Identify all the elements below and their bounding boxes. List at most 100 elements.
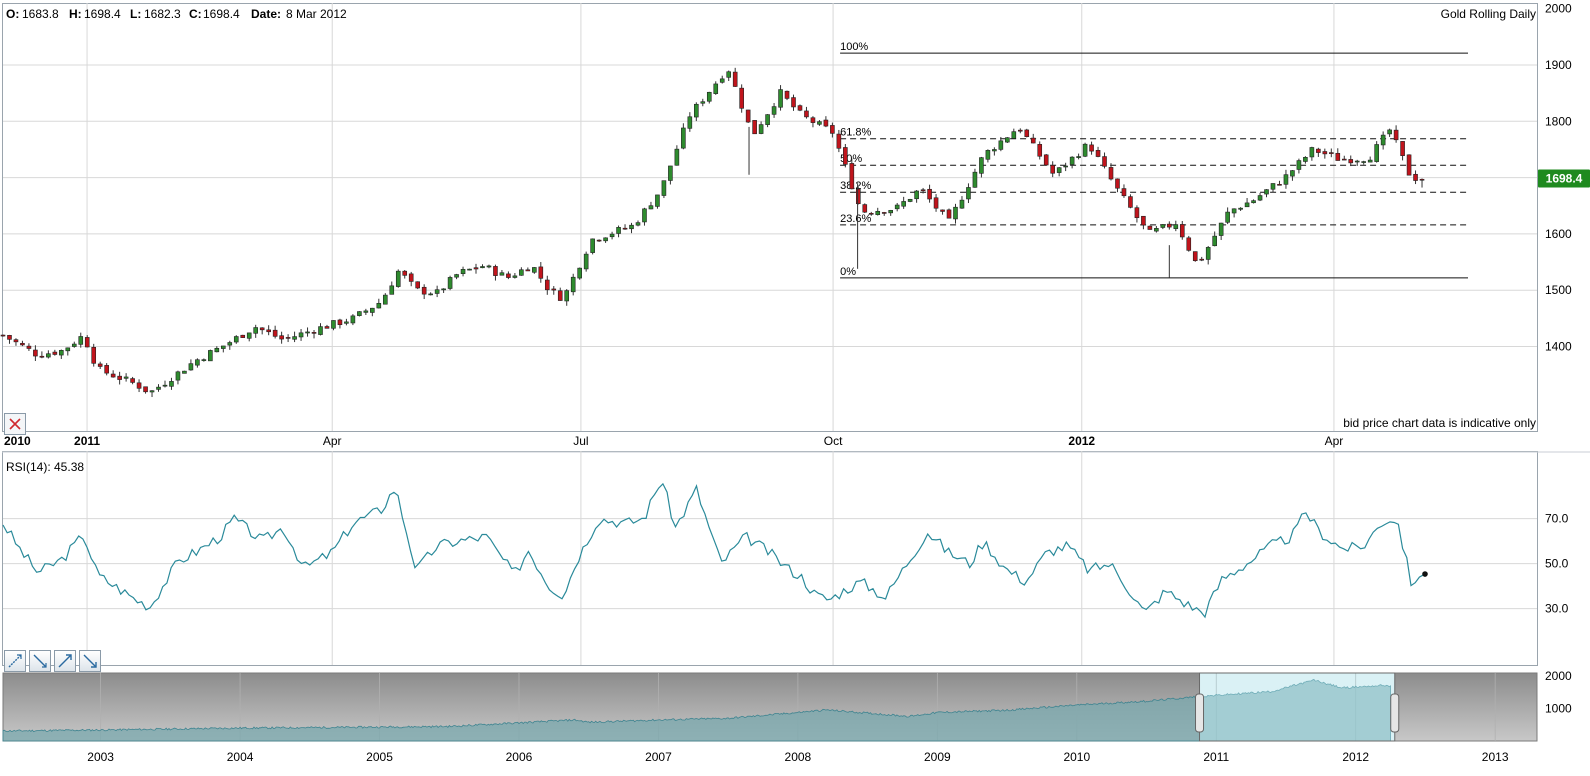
candle-body [784,90,790,99]
candle-body [771,106,777,115]
candle-body [1069,156,1075,165]
candle-body [681,127,686,149]
disclaimer-text: bid price chart data is indicative only [1343,416,1536,430]
candle-body [564,290,570,302]
candle-body [856,188,861,205]
candle-body [797,105,803,111]
candle-body [104,365,109,374]
navigator-handle[interactable] [1195,693,1205,733]
candle-body [324,326,330,329]
candle-body [1076,156,1081,158]
candle-body [655,194,660,207]
rsi-y-tick-label: 50.0 [1545,557,1569,571]
candle-body [739,87,744,109]
candle-body [110,373,116,378]
fib-level-label: 38.2% [840,180,871,192]
navigator-x-label: 2007 [645,750,672,764]
candle-body [927,188,932,200]
candle-body [0,334,6,337]
candle-body [1095,150,1101,157]
candle-body [920,189,926,192]
candle-body [78,336,84,345]
time-axis-label: 2012 [1068,434,1095,448]
candle-body [1257,195,1263,201]
candle-body [1024,129,1030,137]
navigator-x-label: 2006 [506,750,533,764]
candle-body [13,339,19,343]
fib-level-label: 23.6% [840,213,871,225]
price-y-tick-label: 1900 [1545,58,1572,72]
candle-body [1270,183,1276,190]
candle-body [1005,137,1010,143]
candle-body [240,334,246,338]
trendline-up-tool[interactable] [4,650,26,672]
candle-body [1341,158,1347,161]
navigator-x-label: 2012 [1342,750,1369,764]
candle-body [700,101,706,104]
candle-body [305,331,310,334]
candle-body [894,204,900,210]
candle-body [1290,170,1295,177]
candle-body [149,390,155,393]
candle-body [1244,202,1250,208]
candle-body [713,83,719,94]
trendline-down-tool[interactable] [29,650,51,672]
candle-body [1316,148,1321,153]
candle-body [603,237,608,242]
candle-body [7,335,12,340]
candle-body [810,117,816,123]
time-axis-label: Oct [824,434,843,448]
candle-body [1303,157,1308,162]
fib-level-label: 0% [840,266,856,278]
rsi-panel [2,451,1538,666]
candle-body [719,78,725,83]
candle-body [1251,200,1256,204]
candle-body [467,268,472,271]
navigator-handle[interactable] [1390,693,1400,733]
candle-body [726,71,732,78]
candle-body [480,266,485,269]
navigator-x-label: 2010 [1063,750,1090,764]
candle-body [1309,147,1315,158]
candle-body [46,353,51,358]
candle-body [97,363,103,367]
candle-body [253,327,259,334]
candle-body [311,332,317,334]
candle-body [20,342,25,346]
candle-body [914,190,919,200]
candle-body [583,253,589,270]
candle-body [596,239,602,242]
chart-title: Gold Rolling Daily [1441,7,1536,21]
candle-body [39,355,45,358]
candle-body [544,279,550,291]
candle-body [1380,134,1386,146]
candle-body [1179,224,1185,238]
close-icon [5,414,25,434]
navigator-x-label: 2003 [87,750,114,764]
candle-body [972,171,978,188]
candle-body [888,210,893,214]
navigator-y-label: 1000 [1545,702,1572,716]
navigator-x-label: 2005 [366,750,393,764]
ohlc-open-label: O: [6,7,19,21]
close-drawing-button[interactable] [4,413,26,435]
rsi-y-tick-label: 30.0 [1545,602,1569,616]
candle-body [1089,144,1094,152]
candle-body [979,157,984,174]
candle-body [648,205,654,210]
candle-body [830,125,835,134]
time-axis-label: Apr [1325,434,1344,448]
candle-body [1238,207,1243,210]
arrow-down-tool[interactable] [79,650,101,672]
arrow-up-tool[interactable] [54,650,76,672]
time-axis-label: Jul [573,434,588,448]
price-y-tick-label: 1800 [1545,114,1572,128]
candle-body [1406,154,1412,176]
candle-body [421,286,427,295]
candle-body [350,315,356,324]
candle-body [694,103,699,118]
candle-body [1218,222,1224,236]
rsi-line [2,482,1424,619]
price-y-tick-label: 1500 [1545,283,1572,297]
candle-body [227,342,233,346]
